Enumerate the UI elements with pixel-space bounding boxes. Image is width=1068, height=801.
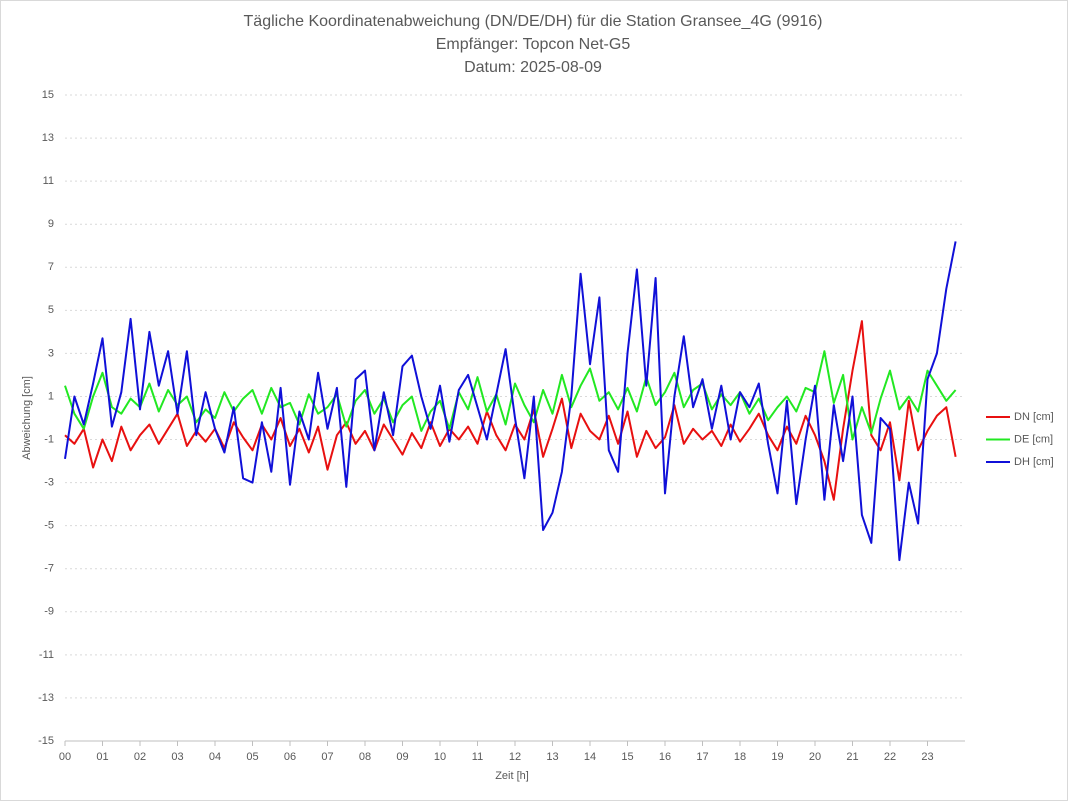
- x-tick-label: 08: [359, 751, 371, 763]
- x-tick-label: 09: [396, 751, 408, 763]
- x-tick-label: 14: [584, 751, 596, 763]
- y-tick-label: 9: [48, 218, 54, 230]
- x-tick-label: 12: [509, 751, 521, 763]
- x-tick-label: 23: [921, 751, 933, 763]
- x-tick-label: 06: [284, 751, 296, 763]
- x-tick-label: 11: [472, 751, 483, 763]
- y-tick-label: 1: [48, 390, 54, 402]
- x-tick-label: 17: [696, 751, 708, 763]
- series-line: [64, 241, 957, 562]
- y-tick-label: -13: [38, 692, 54, 704]
- y-tick-label: -9: [44, 606, 54, 618]
- x-tick-label: 10: [434, 751, 446, 763]
- legend-label: DH [cm]: [1014, 456, 1054, 468]
- y-tick-label: 3: [48, 347, 54, 359]
- x-axis-label: Zeit [h]: [495, 770, 529, 782]
- x-tick-label: 13: [546, 751, 558, 763]
- x-tick-label: 03: [171, 751, 183, 763]
- series-line: [64, 320, 957, 501]
- y-axis-label: Abweichung [cm]: [21, 376, 33, 460]
- x-tick-label: 21: [846, 751, 858, 763]
- y-tick-label: 11: [43, 175, 54, 187]
- y-tick-label: 7: [48, 261, 54, 273]
- x-tick-label: 00: [59, 751, 71, 763]
- y-tick-label: -15: [38, 735, 54, 747]
- x-tick-label: 19: [771, 751, 783, 763]
- series-line: [64, 350, 957, 441]
- x-tick-label: 18: [734, 751, 746, 763]
- x-tick-label: 04: [209, 751, 221, 763]
- y-tick-label: -1: [44, 433, 54, 445]
- y-tick-label: -3: [44, 477, 54, 489]
- chart-subtitle: Datum: 2025-08-09: [464, 59, 602, 76]
- x-tick-label: 16: [659, 751, 671, 763]
- x-tick-label: 20: [809, 751, 821, 763]
- x-tick-label: 01: [96, 751, 108, 763]
- y-tick-label: -7: [44, 563, 54, 575]
- y-tick-label: -5: [44, 520, 54, 532]
- y-tick-label: -11: [39, 649, 54, 661]
- chart-title: Tägliche Koordinatenabweichung (DN/DE/DH…: [244, 13, 823, 30]
- x-tick-label: 05: [246, 751, 258, 763]
- y-tick-label: 13: [42, 132, 54, 144]
- x-tick-label: 22: [884, 751, 896, 763]
- x-tick-label: 02: [134, 751, 146, 763]
- y-tick-label: 5: [48, 304, 54, 316]
- y-tick-label: 15: [42, 89, 54, 101]
- x-tick-label: 07: [321, 751, 333, 763]
- chart-subtitle: Empfänger: Topcon Net-G5: [436, 36, 631, 53]
- x-tick-label: 15: [621, 751, 633, 763]
- legend-label: DE [cm]: [1014, 433, 1053, 445]
- legend-label: DN [cm]: [1014, 411, 1054, 423]
